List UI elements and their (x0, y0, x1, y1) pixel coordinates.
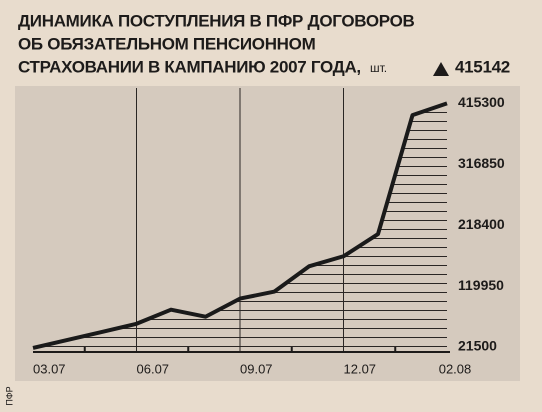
source: ПФР (4, 386, 14, 405)
y-tick-label: 119950 (458, 277, 504, 293)
x-tick-label: 09.07 (240, 361, 273, 376)
x-tick-label: 12.07 (344, 361, 377, 376)
y-tick-label: 21500 (458, 338, 497, 354)
x-tick-label: 06.07 (137, 361, 170, 376)
y-tick-label: 415300 (458, 94, 505, 110)
x-tick-label: 02.08 (439, 361, 472, 376)
chart-title: ОБ ОБЯЗАТЕЛЬНОМ ПЕНСИОННОМ (18, 34, 316, 53)
x-tick-label: 03.07 (33, 361, 66, 376)
up-triangle (433, 62, 449, 76)
y-tick-label: 218400 (458, 216, 505, 232)
y-tick-label: 316850 (458, 155, 505, 171)
unit-label: шт. (370, 61, 387, 75)
chart-title: ДИНАМИКА ПОСТУПЛЕНИЯ В ПФР ДОГОВОРОВ (18, 11, 414, 30)
area (33, 103, 447, 352)
chart-title: СТРАХОВАНИИ В КАМПАНИЮ 2007 ГОДА, (18, 57, 361, 76)
line (32, 101, 448, 350)
annotation: 415142 (455, 57, 510, 76)
